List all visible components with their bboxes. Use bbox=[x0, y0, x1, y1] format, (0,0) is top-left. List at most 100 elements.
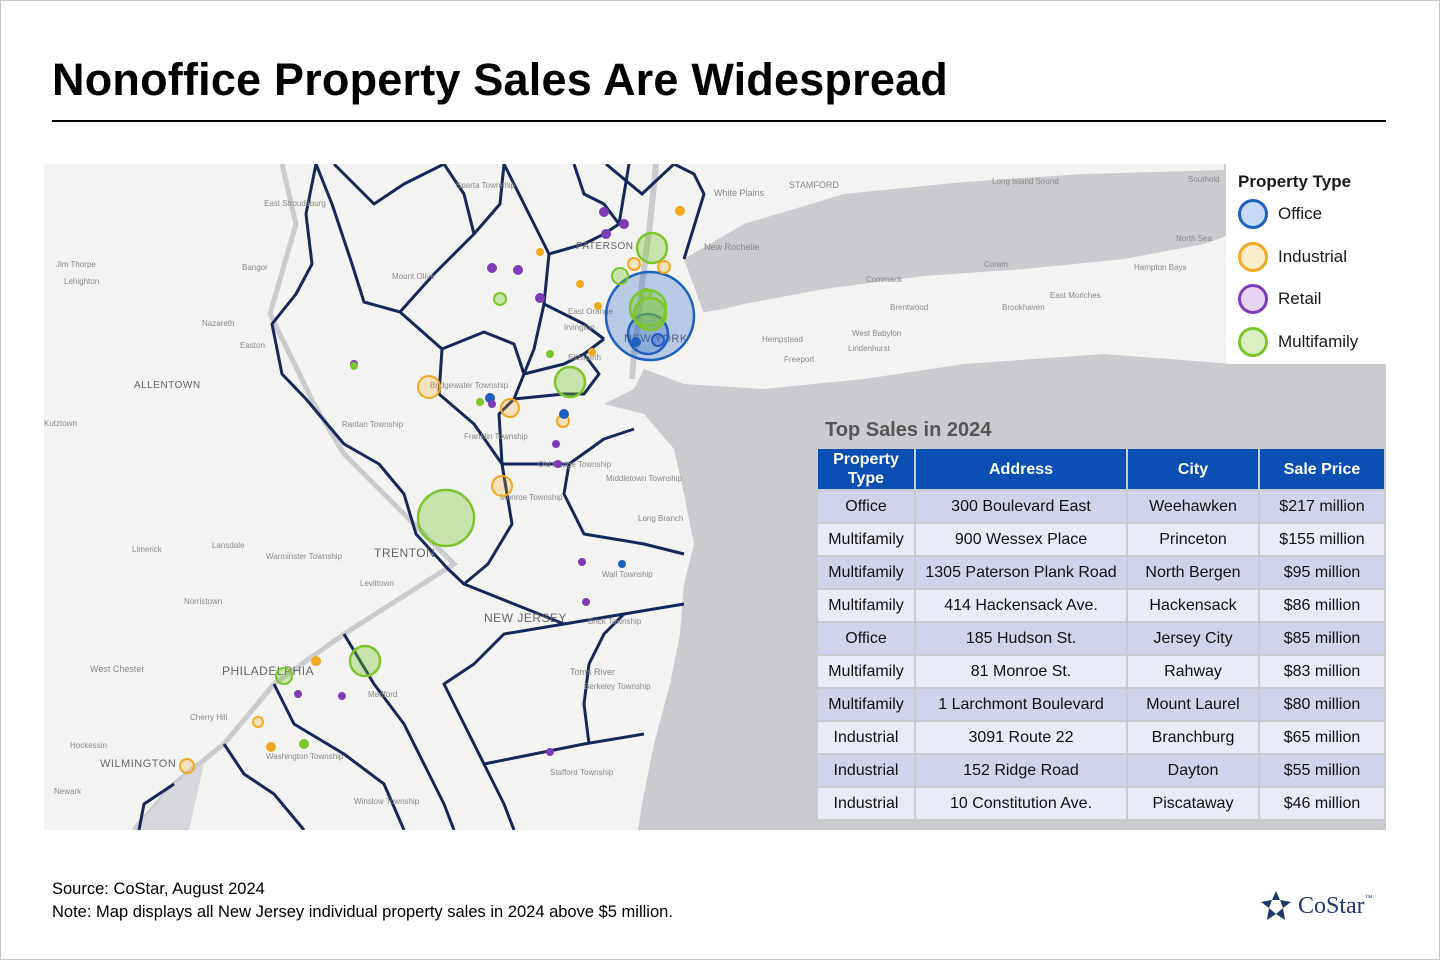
table-cell-price: $55 million bbox=[1260, 755, 1384, 786]
table-header-row: Property Type Address City Sale Price bbox=[818, 449, 1384, 489]
industrial-sale-marker bbox=[491, 475, 513, 497]
retail-sale-marker bbox=[488, 400, 496, 408]
map-label: Toms River bbox=[570, 667, 615, 677]
table-cell-type: Multifamily bbox=[818, 590, 914, 621]
table-row: Multifamily 1305 Paterson Plank Road North… bbox=[818, 557, 1384, 588]
map-labels: Sparta Township East Stroudsburg Jim Thorp… bbox=[44, 175, 1310, 806]
source-text: Source: CoStar, August 2024 bbox=[52, 880, 265, 898]
table-row: Industrial 152 Ridge Road Dayton $55 millio… bbox=[818, 755, 1384, 786]
retail-swatch bbox=[1238, 284, 1268, 314]
table-row: Multifamily 1 Larchmont Boulevard Mount La… bbox=[818, 689, 1384, 720]
map-label: Washington Township bbox=[266, 752, 344, 761]
column-header: Sale Price bbox=[1260, 449, 1384, 489]
office-sale-marker bbox=[559, 409, 569, 419]
table-cell-price: $85 million bbox=[1260, 623, 1384, 654]
multifamily-sale-marker bbox=[348, 644, 382, 678]
industrial-sale-marker bbox=[536, 248, 544, 256]
map-label: New Rochelle bbox=[704, 242, 760, 252]
map-label: White Plains bbox=[714, 188, 765, 198]
retail-sale-marker bbox=[546, 748, 554, 756]
map-label: Elizabeth bbox=[568, 353, 601, 362]
table-cell-price: $46 million bbox=[1260, 788, 1384, 819]
column-header: City bbox=[1128, 449, 1258, 489]
table-row: Industrial 10 Constitution Ave. Piscataway… bbox=[818, 788, 1384, 819]
industrial-sale-marker bbox=[266, 742, 276, 752]
table-row: Industrial 3091 Route 22 Branchburg $65 mil… bbox=[818, 722, 1384, 753]
table-cell-city: Jersey City bbox=[1128, 623, 1258, 654]
map-label: Monroe Township bbox=[500, 493, 563, 502]
legend-item-office: Office bbox=[1238, 196, 1322, 232]
map-label: Cherry Hill bbox=[190, 713, 228, 722]
table-cell-price: $83 million bbox=[1260, 656, 1384, 687]
industrial-sale-marker bbox=[576, 280, 584, 288]
legend-item-industrial: Industrial bbox=[1238, 239, 1347, 275]
map-label: West Chester bbox=[90, 664, 144, 674]
office-sale-marker bbox=[631, 337, 641, 347]
costar-star-icon bbox=[1261, 891, 1291, 920]
map-label: Medford bbox=[368, 690, 397, 699]
map-label: Stafford Township bbox=[550, 768, 614, 777]
map-label: Hempstead bbox=[762, 335, 803, 344]
office-sale-marker bbox=[651, 333, 665, 347]
title-divider bbox=[52, 120, 1386, 122]
table-row: Office 300 Boulevard East Weehawken $217 mi… bbox=[818, 491, 1384, 522]
map-label: Kutztown bbox=[44, 419, 77, 428]
retail-sale-marker bbox=[619, 219, 629, 229]
industrial-sale-marker bbox=[657, 260, 671, 274]
map-label: Mount Olive bbox=[392, 272, 435, 281]
table-cell-address: 1 Larchmont Boulevard bbox=[916, 689, 1126, 720]
table-row: Multifamily 900 Wessex Place Princeton $155… bbox=[818, 524, 1384, 555]
map-label: ALLENTOWN bbox=[134, 380, 201, 391]
map-label: Lansdale bbox=[212, 541, 245, 550]
table-cell-price: $217 million bbox=[1260, 491, 1384, 522]
table-cell-type: Industrial bbox=[818, 755, 914, 786]
table-cell-type: Multifamily bbox=[818, 557, 914, 588]
map-label: Hockessin bbox=[70, 741, 107, 750]
map-label: STAMFORD bbox=[789, 180, 839, 190]
map-label: Hampton Bays bbox=[1134, 263, 1186, 272]
map-label: Irvington bbox=[564, 323, 595, 332]
multifamily-sale-marker bbox=[553, 365, 587, 399]
map-label: Easton bbox=[240, 341, 265, 350]
table-title: Top Sales in 2024 bbox=[825, 419, 992, 441]
table-body: Office 300 Boulevard East Weehawken $217 mi… bbox=[818, 491, 1384, 819]
legend-label: Office bbox=[1278, 204, 1323, 223]
industrial-sale-marker bbox=[588, 348, 596, 356]
multifamily-sale-marker bbox=[416, 488, 476, 548]
retail-sale-marker bbox=[338, 692, 346, 700]
table-cell-city: Rahway bbox=[1128, 656, 1258, 687]
multifamily-sale-marker bbox=[640, 288, 652, 300]
industrial-sale-marker bbox=[500, 398, 520, 418]
industrial-sale-marker bbox=[179, 758, 195, 774]
map-label: Freeport bbox=[784, 355, 815, 364]
industrial-sale-marker bbox=[311, 656, 321, 666]
map-label: Nazareth bbox=[202, 319, 234, 328]
map-label: Jim Thorpe bbox=[56, 260, 96, 269]
multifamily-swatch bbox=[1238, 327, 1268, 357]
multifamily-sale-marker bbox=[299, 739, 309, 749]
top-sales-table: Property Type Address City Sale Price Of… bbox=[816, 447, 1386, 821]
retail-sale-marker bbox=[552, 440, 560, 448]
map-label: Coram bbox=[984, 260, 1008, 269]
map-label: Commack bbox=[866, 275, 903, 284]
industrial-sale-marker bbox=[252, 716, 264, 728]
map-label: Winslow Township bbox=[354, 797, 420, 806]
map-label: TRENTON bbox=[374, 546, 435, 560]
map-label: WILMINGTON bbox=[100, 758, 176, 770]
table-row: Multifamily 414 Hackensack Ave. Hackensack… bbox=[818, 590, 1384, 621]
map-label: Newark bbox=[54, 787, 82, 796]
legend-label: Industrial bbox=[1278, 247, 1347, 266]
industrial-sale-marker bbox=[594, 302, 602, 310]
sales-bubbles bbox=[179, 206, 696, 774]
table-cell-city: Mount Laurel bbox=[1128, 689, 1258, 720]
map-label: East Stroudsburg bbox=[264, 199, 326, 208]
column-header: Property Type bbox=[818, 449, 914, 489]
logo-text: CoStar™ bbox=[1298, 893, 1373, 920]
retail-sale-marker bbox=[582, 598, 590, 606]
office-sale-marker bbox=[618, 560, 626, 568]
map-label: Raritan Township bbox=[342, 420, 404, 429]
legend-label: Multifamily bbox=[1278, 332, 1359, 351]
table-cell-city: Princeton bbox=[1128, 524, 1258, 555]
table-cell-city: Piscataway bbox=[1128, 788, 1258, 819]
table-cell-type: Office bbox=[818, 623, 914, 654]
